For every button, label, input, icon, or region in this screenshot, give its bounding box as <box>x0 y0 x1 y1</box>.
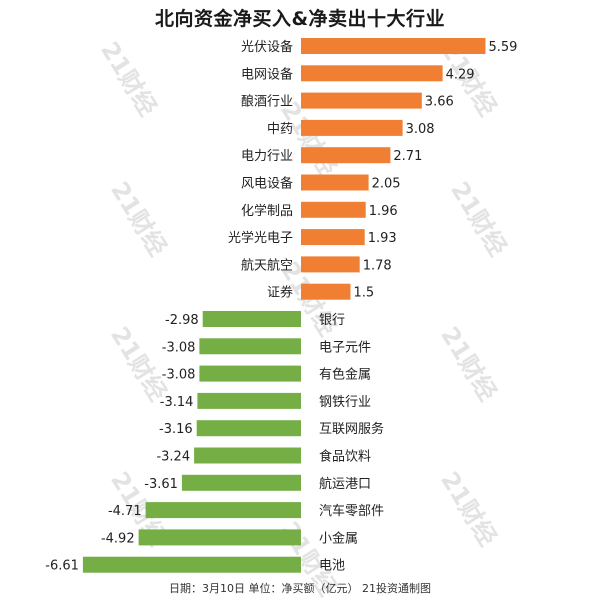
category-label: 化学制品 <box>241 203 293 219</box>
value-label: -3.08 <box>162 340 196 355</box>
category-label: 电池 <box>319 559 345 574</box>
value-label: 5.59 <box>489 40 518 55</box>
category-label: 酿酒行业 <box>241 94 293 110</box>
category-label: 电力行业 <box>241 149 293 164</box>
category-label: 中药 <box>267 122 293 137</box>
bar <box>197 392 301 409</box>
value-label: 1.93 <box>368 231 397 246</box>
value-label: 3.08 <box>406 122 435 137</box>
category-label: 钢铁行业 <box>319 395 371 410</box>
category-label: 银行 <box>319 313 345 328</box>
category-label: 食品饮料 <box>319 449 371 465</box>
bar <box>199 338 301 355</box>
value-label: 1.5 <box>354 286 375 301</box>
category-label: 风电设备 <box>241 176 293 192</box>
bar <box>194 447 301 464</box>
bar <box>301 65 443 82</box>
bar <box>301 229 365 246</box>
value-label: -3.08 <box>162 368 196 383</box>
value-label: 2.71 <box>393 149 422 164</box>
chart-footer: 日期：3月10日 单位：净买额（亿元） 21投资通制图 <box>169 582 431 595</box>
value-label: 1.96 <box>369 204 398 219</box>
bar <box>82 556 302 573</box>
chart-title: 北向资金净买入&净卖出十大行业 <box>154 8 446 30</box>
value-label: -3.24 <box>156 450 190 465</box>
value-label: 2.05 <box>372 177 401 192</box>
bar <box>301 92 422 109</box>
bar <box>301 283 351 300</box>
category-label: 互联网服务 <box>319 421 384 437</box>
category-label: 小金属 <box>319 530 358 546</box>
value-label: -2.98 <box>165 313 199 328</box>
category-label: 航天航空 <box>241 257 293 273</box>
bar <box>138 529 301 546</box>
value-label: -4.92 <box>101 531 135 546</box>
bar <box>301 256 360 273</box>
value-label: -3.14 <box>160 395 194 410</box>
bar <box>199 365 301 382</box>
category-label: 汽车零部件 <box>319 503 384 519</box>
value-label: -3.16 <box>159 422 193 437</box>
bar <box>202 311 301 327</box>
category-label: 电网设备 <box>241 66 293 82</box>
bar <box>301 174 369 191</box>
value-label: 1.78 <box>363 258 392 273</box>
category-label: 电子元件 <box>319 340 371 355</box>
bar <box>196 420 301 437</box>
category-label: 证券 <box>267 285 293 301</box>
category-label: 航运港口 <box>319 476 371 492</box>
bar <box>301 38 486 54</box>
category-label: 光伏设备 <box>241 39 293 55</box>
category-label: 有色金属 <box>319 367 371 383</box>
value-label: -3.61 <box>144 477 178 492</box>
bar <box>301 119 403 136</box>
bar <box>145 502 301 519</box>
bar <box>301 147 391 164</box>
value-label: -4.71 <box>108 504 142 519</box>
bar <box>181 474 301 491</box>
value-label: -6.61 <box>45 559 79 574</box>
value-label: 4.29 <box>446 67 475 82</box>
category-label: 光学光电子 <box>228 230 293 246</box>
bar <box>301 201 366 218</box>
value-label: 3.66 <box>425 95 454 110</box>
